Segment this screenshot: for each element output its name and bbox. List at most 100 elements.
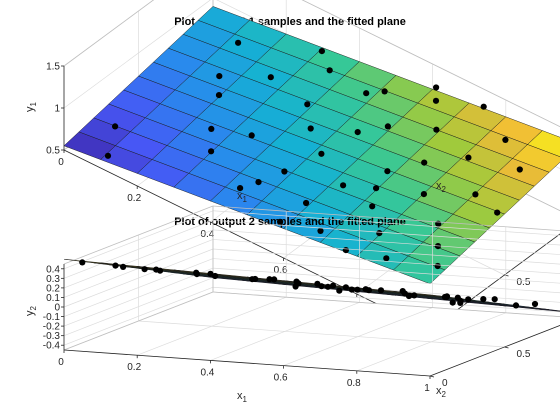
floor-gridline [138,320,505,348]
sample-point [363,90,370,97]
sample-point [381,88,388,95]
sample-point [441,293,449,301]
sample-point [377,287,385,294]
axis-labels: x1 x2 y1 [24,101,447,204]
sample-point [336,287,343,294]
sample-point [216,73,223,80]
side-wall-gridline [63,0,211,109]
sample-point [193,271,200,278]
sample-point [465,296,472,303]
sample-point [449,299,456,306]
sample-point [215,92,223,99]
z-tick-label: -0.1 [43,312,61,323]
y-tick-mark [504,346,509,349]
sample-point [326,67,333,74]
z-axis-label: y1 [24,101,38,112]
y-tick-label: 0.5 [517,349,531,360]
sample-point [480,103,487,110]
sample-point [314,280,321,287]
sample-points [79,259,539,309]
subplot-output-2: Plot of output 2 samples and the fitted … [24,205,560,404]
sample-point [79,259,86,266]
sample-point [207,270,214,277]
sample-point [318,150,325,157]
sample-point [120,263,127,270]
sample-point [494,209,501,216]
z-tick-label: 1.5 [46,62,60,73]
x-axis-line [63,349,431,377]
box-edge [212,291,560,318]
z-tick-label: -0.4 [43,341,61,352]
sample-point [237,185,244,192]
x-tick-label: 0.8 [347,378,361,389]
sample-point [383,255,390,262]
sample-point [248,132,255,139]
sample-point [324,283,331,290]
side-wall-gridline [63,229,214,289]
sample-point [112,123,119,130]
sample-point [157,267,164,274]
sample-point [281,168,288,175]
sample-point [384,123,391,130]
sample-point [457,299,464,306]
z-tick-label: 0.3 [46,274,60,285]
sample-point [365,287,372,294]
sample-point [433,126,440,133]
side-wall-gridline [63,286,214,346]
x-tick-label: 0 [58,357,64,368]
sample-point [292,283,299,290]
box-edge [63,0,155,67]
sample-point [141,266,148,273]
sample-point [480,296,487,303]
back-wall-gridline [212,219,560,246]
z-tick-label: 0 [54,303,60,314]
back-wall-gridline [212,248,560,275]
sample-point [401,290,408,297]
z-tick-label: 0.4 [46,264,60,275]
back-wall-gridline [212,239,560,265]
sample-point [433,84,440,91]
side-wall-gridline [63,210,214,270]
sample-point [271,276,278,283]
back-wall-gridline [212,267,560,294]
sample-point [454,294,461,301]
sample-point [212,272,219,280]
axes-front [61,264,560,379]
sample-point [432,97,440,104]
sample-point [307,125,314,132]
sample-point [235,39,242,46]
side-wall-gridline [63,258,214,317]
sample-point [255,179,262,186]
x-tick-label: 1 [424,383,430,394]
sample-point [421,159,428,166]
side-wall-gridline [63,277,214,336]
sample-points [104,39,523,270]
sample-point [342,247,349,254]
sample-point [266,276,273,283]
x-tick-label: 0.6 [274,373,288,384]
box-edge [301,0,560,128]
box-edge [63,205,214,265]
sample-point [354,129,361,136]
sample-point [465,154,472,161]
sample-point [329,282,337,289]
sample-point [208,148,215,155]
y-axis-label: x2 [436,385,447,399]
x-tick-label: 0.6 [274,265,288,276]
sample-point [502,136,509,143]
subplot-output-1: Plot of output 1 samples and the fitted … [24,0,560,348]
back-wall-gridline [212,229,560,255]
sample-point [384,168,391,175]
sample-point [411,292,418,299]
sample-point [304,101,311,108]
sample-point [340,182,347,189]
sample-point [267,74,274,81]
z-tick-label: 0.5 [46,146,60,157]
z-tick-label: 0.2 [46,283,60,294]
side-wall-gridline [63,248,214,308]
back-wall-gridline [212,286,560,313]
tick-labels: 00.20.40.60.8100.51-0.4-0.3-0.2-0.100.10… [43,264,531,394]
back-wall-gridline [212,258,560,284]
sample-point [434,262,441,270]
